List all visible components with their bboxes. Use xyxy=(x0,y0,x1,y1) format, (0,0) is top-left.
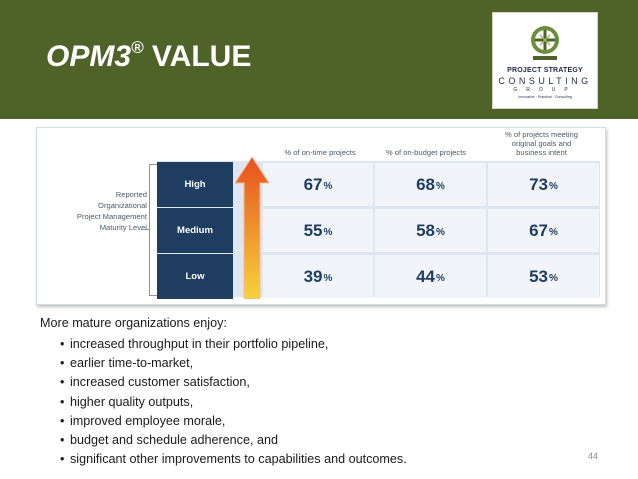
list-item-text: higher quality outputs, xyxy=(70,394,194,409)
intro-text: More mature organizations enjoy: xyxy=(40,316,227,330)
cell-value: 67 xyxy=(303,174,323,194)
table-cell: 39% xyxy=(263,255,373,298)
bullet-glyph: • xyxy=(60,432,65,447)
table-cell: 53% xyxy=(488,255,599,298)
y-axis-label-line: Organizational xyxy=(98,201,147,210)
column-header-on-budget: % of on-budget projects xyxy=(370,148,482,157)
table-cell: 55% xyxy=(263,209,373,252)
cell-value: 73 xyxy=(529,174,548,194)
list-item: • significant other improvements to capab… xyxy=(60,450,407,469)
title-registered-mark: ® xyxy=(131,38,144,57)
company-logo: PROJECT STRATEGY CONSULTING GROUP Innova… xyxy=(492,12,598,109)
bullet-glyph: • xyxy=(60,394,65,409)
y-axis-bracket xyxy=(149,164,158,296)
column-header-line: business intent xyxy=(516,148,567,157)
list-item: • earlier time-to-market, xyxy=(60,354,407,373)
row-label-high: High xyxy=(157,162,233,207)
cell-unit: % xyxy=(549,273,558,284)
column-header-line: % of on-budget projects xyxy=(385,148,467,157)
logo-line-1: PROJECT STRATEGY xyxy=(507,67,583,74)
logo-line-4: Innovative · Practical · Consulting xyxy=(518,95,572,99)
row-label-medium: Medium xyxy=(157,208,233,253)
list-item: • improved employee morale, xyxy=(60,412,407,431)
cell-value: 53 xyxy=(529,266,548,286)
list-item: • increased customer satisfaction, xyxy=(60,373,407,392)
title-main: OPM3 xyxy=(46,40,132,73)
list-item: • increased throughput in their portfolio… xyxy=(60,335,407,354)
column-header-line: original goals and xyxy=(511,139,572,148)
column-header-on-time: % of on-time projects xyxy=(273,148,367,157)
logo-emblem-icon xyxy=(531,26,559,60)
list-item: • higher quality outputs, xyxy=(60,393,407,412)
y-axis-label: Reported Organizational Project Manageme… xyxy=(39,189,147,233)
list-item-text: increased customer satisfaction, xyxy=(70,375,250,390)
cell-unit: % xyxy=(549,227,558,238)
cell-value: 58 xyxy=(416,220,435,240)
table-cell: 44% xyxy=(375,255,486,298)
bullet-glyph: • xyxy=(60,413,65,428)
list-item-text: significant other improvements to capabi… xyxy=(70,452,407,467)
logo-line-3: GROUP xyxy=(513,87,577,93)
table-cell: 58% xyxy=(375,209,486,252)
cell-value: 68 xyxy=(416,174,435,194)
cell-unit: % xyxy=(323,273,333,284)
page-number: 44 xyxy=(588,451,599,461)
list-item-text: budget and schedule adherence, and xyxy=(70,432,278,447)
maturity-table-panel: Reported Organizational Project Manageme… xyxy=(36,127,606,305)
benefits-list: • increased throughput in their portfolio… xyxy=(60,335,407,469)
list-item-text: earlier time-to-market, xyxy=(70,356,194,371)
logo-line-2: CONSULTING xyxy=(498,76,592,86)
table-cell: 73% xyxy=(488,163,599,206)
cell-value: 44 xyxy=(416,266,435,286)
bullet-glyph: • xyxy=(60,337,65,351)
table-cell: 67% xyxy=(488,209,599,252)
title-rest: VALUE xyxy=(143,40,252,73)
cell-unit: % xyxy=(323,181,333,192)
slide-title: OPM3® VALUE xyxy=(46,38,252,74)
column-header-line: % of projects meeting xyxy=(504,130,579,139)
list-item-text: increased throughput in their portfolio … xyxy=(70,337,329,351)
table-cell: 68% xyxy=(375,163,486,206)
column-header-line: % of on-time projects xyxy=(284,148,356,157)
bullet-glyph: • xyxy=(60,375,65,390)
list-item: • budget and schedule adherence, and xyxy=(60,431,407,450)
y-axis-label-line: Maturity Level xyxy=(99,223,147,232)
cell-unit: % xyxy=(436,181,445,192)
column-header-goals: % of projects meeting original goals and… xyxy=(485,130,598,157)
cell-value: 67 xyxy=(529,220,548,240)
cell-unit: % xyxy=(549,181,558,192)
maturity-up-arrow-icon xyxy=(235,157,269,299)
y-axis-label-line: Reported xyxy=(115,190,147,199)
cell-value: 55 xyxy=(303,220,323,240)
cell-value: 39 xyxy=(303,266,323,286)
cell-unit: % xyxy=(436,273,445,284)
list-item-text: improved employee morale, xyxy=(70,413,226,428)
table-cell: 67% xyxy=(263,163,373,206)
row-label-low: Low xyxy=(157,254,233,299)
bullet-glyph: • xyxy=(60,452,65,467)
cell-unit: % xyxy=(436,227,445,238)
y-axis-label-line: Project Management xyxy=(76,212,147,221)
bullet-glyph: • xyxy=(60,356,65,371)
y-axis-bracket-tick xyxy=(141,229,149,230)
cell-unit: % xyxy=(323,227,333,238)
